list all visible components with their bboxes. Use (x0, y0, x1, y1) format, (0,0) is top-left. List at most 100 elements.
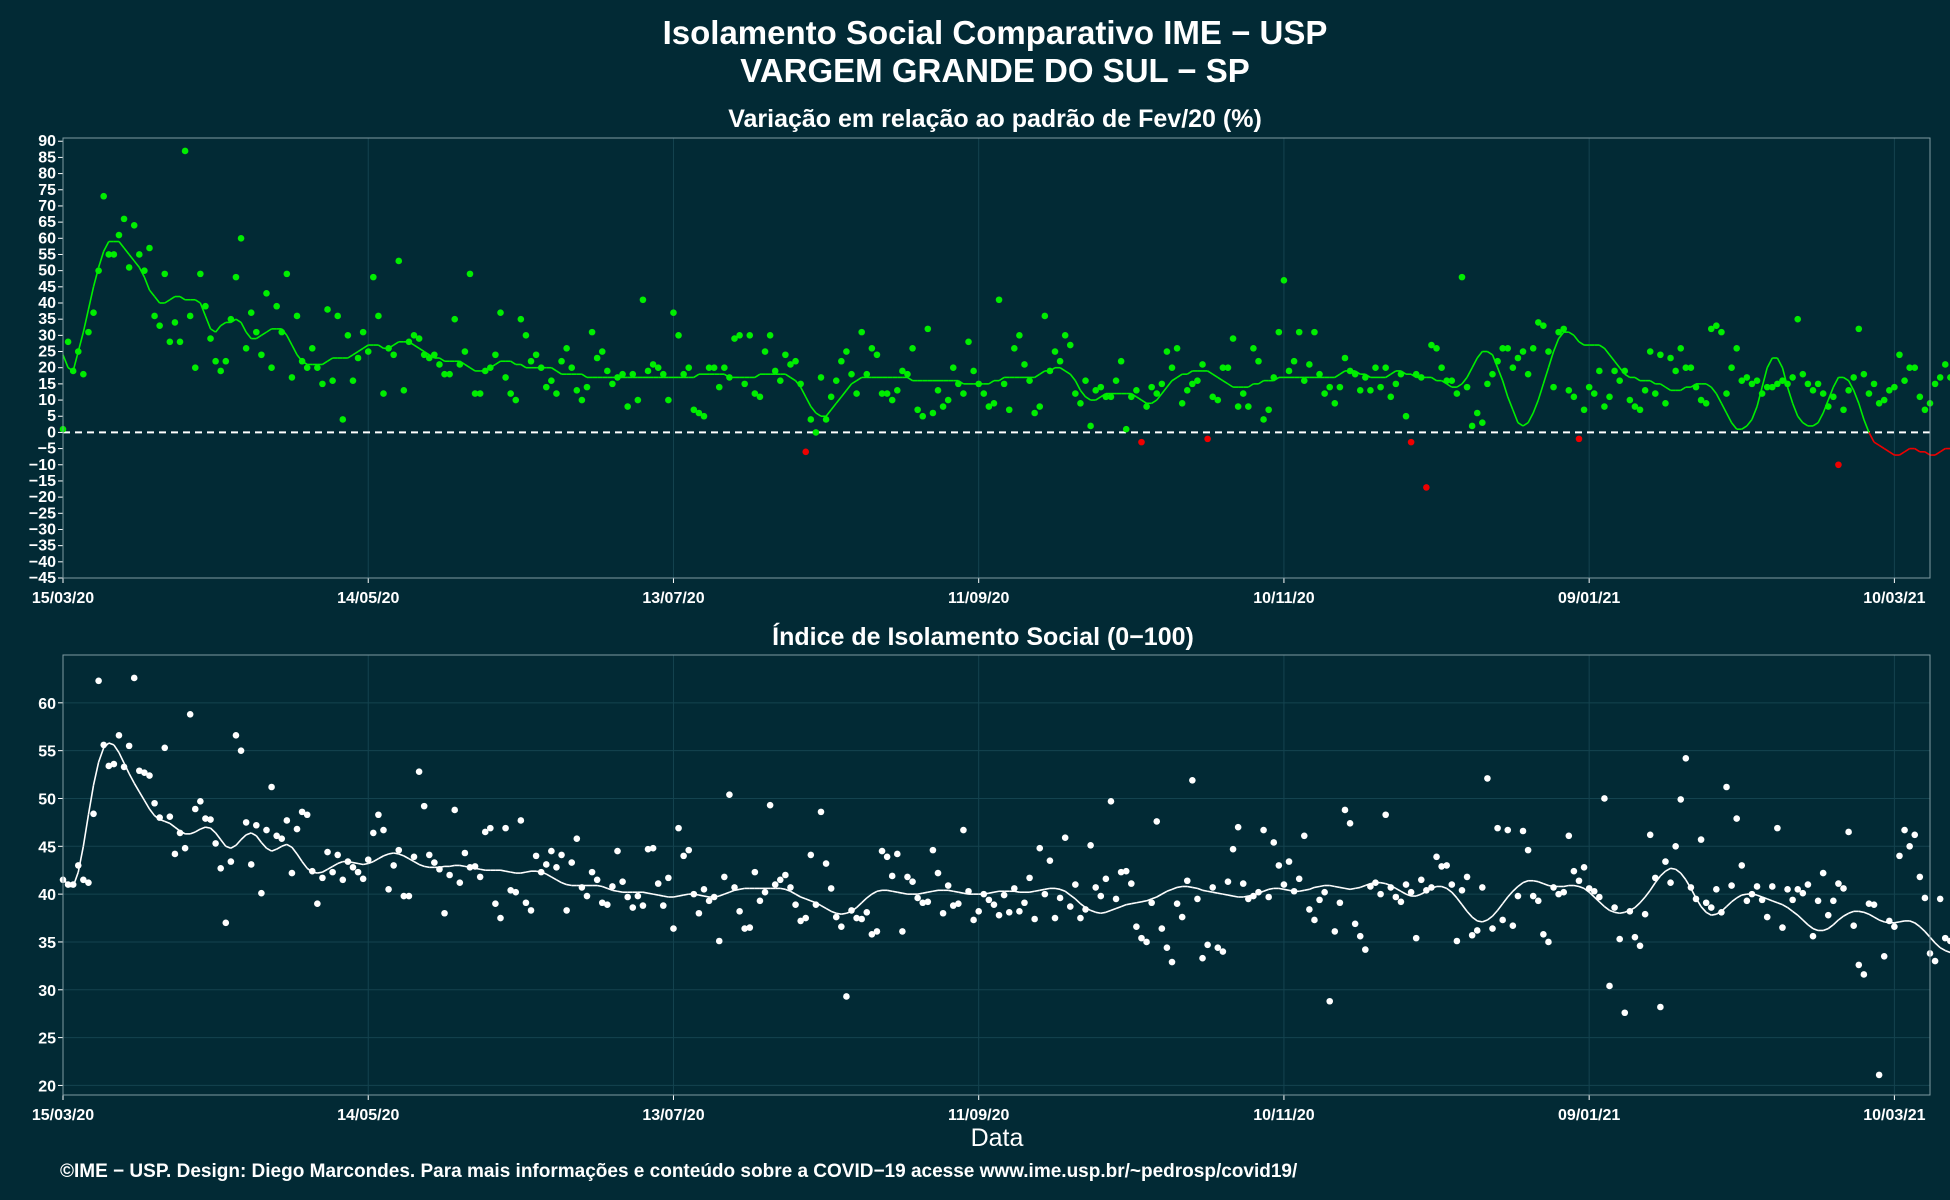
x-tick-label: 13/07/20 (642, 1107, 704, 1124)
moving-average-segment (1807, 924, 1814, 930)
y-tick-label: −20 (29, 489, 56, 506)
moving-average-segment (1059, 888, 1066, 893)
data-point (675, 332, 682, 339)
data-point (217, 367, 225, 375)
moving-average-segment (372, 858, 379, 863)
data-point (893, 850, 901, 858)
moving-average-segment (1731, 897, 1738, 903)
data-point (1596, 367, 1603, 375)
data-point (1534, 319, 1542, 326)
moving-average-segment (840, 389, 848, 398)
data-point (100, 741, 107, 749)
data-point (151, 312, 158, 320)
data-point (965, 338, 972, 346)
moving-average-segment (194, 299, 201, 304)
moving-average-segment (1039, 888, 1045, 892)
data-point (100, 192, 107, 200)
data-point (1112, 377, 1120, 384)
data-point (904, 873, 911, 881)
data-point (1845, 387, 1852, 394)
moving-average-segment (1390, 370, 1397, 375)
moving-average-segment (1756, 386, 1763, 407)
moving-average-segment (1069, 894, 1076, 900)
data-point (90, 810, 97, 818)
moving-average-segment (550, 876, 557, 881)
moving-average-segment (1227, 894, 1234, 897)
data-point (151, 799, 158, 807)
data-point (136, 251, 143, 258)
x-axis-label: Data (971, 1124, 1024, 1152)
moving-average-segment (235, 839, 242, 846)
moving-average-segment (1766, 898, 1773, 902)
moving-average-segment (1609, 909, 1615, 914)
moving-average-segment (327, 357, 334, 362)
data-point (832, 913, 840, 921)
data-point (532, 351, 540, 359)
moving-average-segment (958, 891, 964, 894)
data-point (1774, 824, 1781, 832)
data-point (649, 844, 657, 852)
data-point (1306, 361, 1313, 368)
data-point (339, 876, 347, 884)
data-point (888, 396, 896, 404)
data-point (1082, 377, 1089, 384)
moving-average-segment (377, 344, 384, 349)
data-point (1066, 903, 1074, 910)
moving-average-segment (922, 891, 928, 894)
moving-average-segment (1268, 887, 1274, 891)
data-point (1189, 380, 1196, 388)
data-point (980, 390, 988, 397)
moving-average-segment (1095, 911, 1101, 915)
moving-average-segment (1894, 921, 1900, 924)
moving-average-segment (861, 897, 868, 904)
data-point (283, 270, 291, 278)
data-point (441, 370, 448, 378)
moving-average-segment (1176, 373, 1183, 379)
data-point (1707, 904, 1715, 911)
data-point (522, 899, 530, 907)
data-point (1809, 932, 1817, 940)
data-point (598, 899, 606, 907)
data-point (1270, 839, 1278, 846)
data-point (176, 829, 184, 837)
data-point (1621, 367, 1629, 375)
moving-average-segment (1573, 334, 1580, 343)
moving-average-segment (510, 360, 517, 366)
moving-average-segment (1522, 879, 1529, 884)
data-point (573, 387, 581, 394)
data-point (95, 267, 102, 274)
index-chart-frame (62, 654, 1931, 1096)
data-point (578, 884, 586, 891)
data-point (1382, 364, 1389, 372)
data-point (975, 380, 982, 388)
data-point (1285, 858, 1293, 865)
data-point (456, 879, 464, 886)
moving-average-segment (1705, 383, 1712, 388)
y-tick-label: 65 (38, 214, 56, 231)
data-point (232, 732, 240, 739)
moving-average-segment (1827, 924, 1834, 930)
data-point (1555, 328, 1562, 336)
y-tick-label: 20 (38, 1078, 56, 1095)
data-point (644, 845, 652, 853)
moving-average-segment (1344, 887, 1351, 891)
data-point (797, 917, 804, 925)
moving-average-segment (856, 376, 863, 382)
data-point (736, 332, 743, 339)
data-point (242, 819, 250, 826)
data-point (1830, 393, 1837, 401)
data-point (415, 335, 423, 342)
moving-average-segment (1532, 399, 1540, 414)
moving-average-segment (357, 862, 364, 866)
moving-average-segment (1441, 885, 1447, 890)
moving-average-segment (1501, 380, 1509, 398)
data-point (1875, 1071, 1883, 1079)
data-point (715, 383, 723, 391)
moving-average-segment (1797, 415, 1804, 424)
moving-average-segment (825, 409, 832, 417)
moving-average-segment (72, 351, 80, 372)
data-point (985, 896, 993, 904)
moving-average-segment (1588, 891, 1595, 898)
data-point (1590, 390, 1598, 397)
data-point (303, 364, 311, 372)
